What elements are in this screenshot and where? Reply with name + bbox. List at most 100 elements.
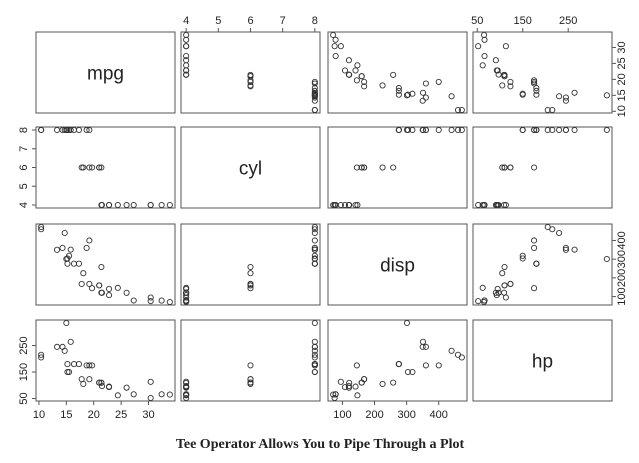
data-point — [556, 93, 563, 100]
data-point — [311, 237, 318, 244]
data-point — [475, 298, 482, 305]
data-point — [311, 347, 318, 354]
data-point — [499, 270, 506, 277]
data-point — [435, 362, 442, 369]
data-point — [247, 285, 254, 292]
data-point — [311, 244, 318, 251]
data-point — [353, 362, 360, 369]
panel-frame — [35, 31, 176, 114]
tick-label: 30 — [142, 409, 154, 421]
data-point — [130, 201, 137, 209]
data-point — [98, 379, 105, 386]
data-point — [114, 201, 121, 209]
data-point — [562, 126, 569, 134]
panel-hp-vs-mpg — [35, 319, 176, 402]
data-point — [247, 376, 254, 383]
tick-label: 7 — [280, 15, 286, 27]
data-point — [395, 361, 402, 368]
tick-label: 400 — [616, 231, 628, 249]
data-point — [183, 53, 190, 60]
panel-frame — [35, 223, 176, 306]
data-point — [130, 297, 137, 304]
data-point — [66, 126, 73, 134]
data-point — [352, 383, 359, 390]
data-point — [78, 376, 85, 383]
data-point — [358, 73, 365, 80]
data-point — [38, 354, 45, 361]
data-point — [64, 361, 71, 368]
data-point — [531, 126, 538, 134]
data-point — [507, 164, 514, 171]
data-point — [502, 201, 509, 209]
data-point — [501, 201, 508, 209]
data-point — [361, 376, 368, 383]
data-point — [166, 298, 173, 306]
panel-disp-vs-cyl — [180, 223, 321, 306]
tick-label: 20 — [616, 73, 628, 85]
data-point — [533, 87, 540, 94]
data-point — [353, 77, 360, 84]
data-point — [454, 351, 462, 358]
data-point — [86, 126, 93, 134]
data-point — [341, 201, 349, 209]
data-point — [422, 343, 429, 350]
data-point — [67, 338, 74, 345]
data-point — [247, 263, 254, 271]
disp-axis-bottom: 100 200 300 400 — [333, 400, 448, 421]
data-point — [330, 31, 337, 39]
matrix-panels: mpg cyl disp hp — [35, 31, 613, 402]
data-point — [501, 71, 508, 78]
variable-label-cyl: cyl — [239, 159, 262, 180]
data-point — [531, 237, 538, 244]
data-point — [106, 285, 113, 293]
data-point — [409, 368, 416, 376]
data-point — [183, 379, 190, 386]
data-point — [311, 338, 318, 345]
data-point — [533, 91, 540, 98]
data-point — [404, 368, 411, 376]
data-point — [66, 368, 73, 376]
cyl-axis-left: 4 5 6 7 8 — [18, 127, 37, 208]
data-point — [86, 164, 93, 171]
tick-label: 15 — [616, 89, 628, 101]
data-point — [379, 82, 386, 89]
data-point — [38, 351, 45, 358]
panel-frame — [327, 31, 468, 114]
data-point — [332, 53, 339, 60]
data-point — [435, 126, 442, 134]
data-point — [123, 384, 130, 391]
data-point — [183, 297, 190, 304]
data-point — [247, 280, 254, 288]
data-point — [183, 391, 190, 398]
data-point — [603, 255, 610, 263]
data-point — [311, 223, 318, 231]
data-point — [330, 201, 337, 209]
data-point — [83, 244, 90, 251]
data-point — [544, 106, 551, 114]
data-point — [183, 71, 190, 78]
data-point — [403, 126, 411, 134]
data-point — [183, 67, 190, 74]
data-point — [311, 362, 318, 369]
data-point — [311, 106, 318, 114]
panel-frame — [472, 126, 613, 209]
data-point — [499, 82, 506, 89]
data-point — [59, 244, 66, 251]
data-point — [86, 362, 93, 369]
data-point — [501, 289, 508, 296]
data-point — [311, 92, 318, 99]
data-point — [75, 361, 82, 368]
data-point — [331, 394, 338, 402]
data-point — [86, 376, 93, 383]
data-point — [158, 201, 165, 209]
tick-label: 50 — [471, 15, 483, 27]
panel-cyl-vs-mpg — [35, 126, 176, 209]
data-point — [53, 126, 61, 134]
data-point — [419, 343, 426, 350]
data-point — [86, 237, 93, 244]
data-point — [53, 343, 61, 350]
data-point — [507, 280, 514, 288]
data-point — [311, 368, 318, 376]
data-point — [78, 164, 85, 171]
